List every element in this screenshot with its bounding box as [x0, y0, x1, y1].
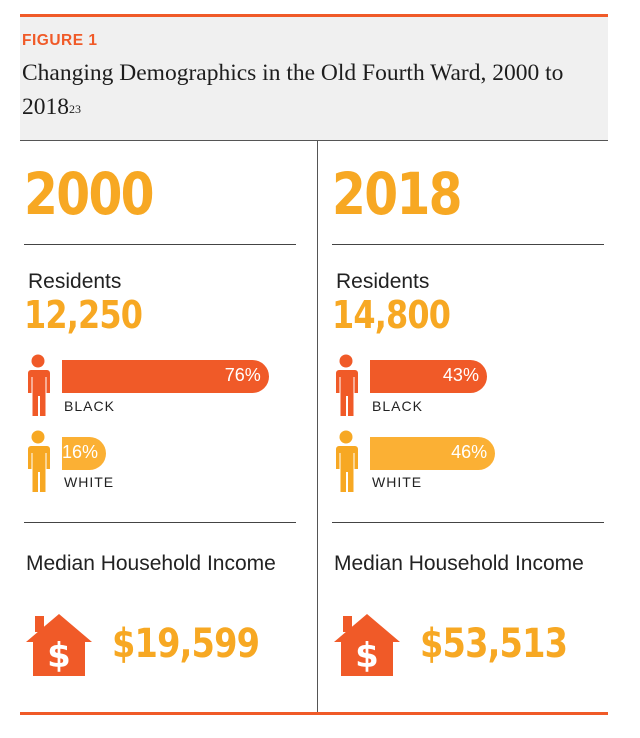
bar-black: 76%: [62, 360, 269, 393]
figure-title-text: Changing Demographics in the Old Fourth …: [22, 60, 564, 120]
currency-symbol: $: [355, 636, 379, 676]
currency-symbol: $: [47, 636, 71, 676]
bar-white: 46%: [370, 437, 496, 470]
person-icon: [26, 354, 50, 416]
title-footnote: 23: [69, 102, 81, 116]
section-divider: [332, 244, 604, 245]
bar-value-label: 16%: [61, 442, 98, 462]
income-label: Median Household Income: [26, 552, 276, 575]
income-value: $19,599: [112, 621, 260, 667]
person-icon: [26, 430, 50, 492]
section-divider: [332, 522, 604, 523]
group-label-black: BLACK: [372, 398, 423, 414]
figure-title: Changing Demographics in the Old Fourth …: [22, 56, 602, 124]
bar-value-label: 46%: [451, 442, 488, 462]
figure-label: FIGURE 1: [22, 32, 98, 49]
house-dollar-icon: $: [24, 612, 94, 678]
bar-value-label: 76%: [224, 365, 261, 385]
residents-value: 12,250: [24, 293, 143, 337]
residents-value: 14,800: [332, 293, 451, 337]
group-label-black: BLACK: [64, 398, 115, 414]
year-label: 2000: [24, 160, 155, 228]
bar-white: 16%: [62, 437, 106, 470]
column-2000: 2000 Residents 12,250 76% BLACK 16% WHIT…: [20, 140, 310, 712]
person-icon: [334, 430, 358, 492]
group-label-white: WHITE: [372, 474, 423, 490]
residents-label: Residents: [28, 270, 122, 293]
header-divider: [20, 140, 608, 141]
top-rule: [20, 14, 608, 17]
section-divider: [24, 522, 296, 523]
income-value: $53,513: [420, 621, 568, 667]
bottom-rule: [20, 712, 608, 715]
house-dollar-icon: $: [332, 612, 402, 678]
column-divider: [317, 140, 318, 712]
year-label: 2018: [332, 160, 463, 228]
group-label-white: WHITE: [64, 474, 115, 490]
bar-value-label: 43%: [442, 365, 479, 385]
person-icon: [334, 354, 358, 416]
figure-header: [20, 17, 608, 140]
section-divider: [24, 244, 296, 245]
income-label: Median Household Income: [334, 552, 584, 575]
residents-label: Residents: [336, 270, 430, 293]
bar-black: 43%: [370, 360, 487, 393]
column-2018: 2018 Residents 14,800 43% BLACK 46% WHIT…: [328, 140, 618, 712]
